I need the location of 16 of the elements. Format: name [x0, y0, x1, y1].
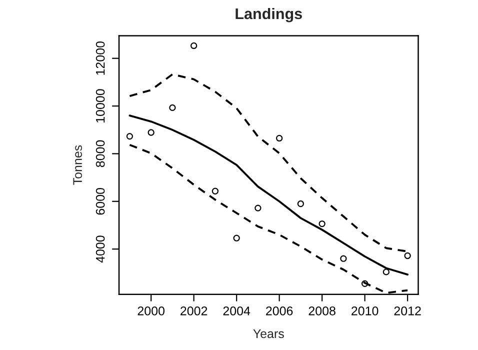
y-tick-label: 12000 — [96, 41, 105, 75]
x-axis-title: Years — [253, 329, 284, 338]
x-tick-label: 2004 — [223, 306, 250, 316]
y-tick-label: 10000 — [96, 89, 105, 122]
chart-title: Landings — [236, 8, 302, 22]
x-tick-label: 2010 — [352, 306, 378, 316]
x-tick-label: 2002 — [180, 306, 208, 316]
y-tick-label: 8000 — [96, 140, 105, 168]
x-tick-label: 2006 — [266, 306, 293, 316]
line-series — [128, 114, 409, 276]
y-tick-label: 6000 — [96, 188, 105, 215]
x-tick-label: 2012 — [394, 306, 421, 316]
y-tick-label: 4000 — [96, 236, 105, 263]
y-axis-title: Tonnes — [73, 145, 82, 185]
x-tick-label: 2008 — [308, 306, 336, 316]
x-tick-label: 2000 — [138, 306, 164, 316]
